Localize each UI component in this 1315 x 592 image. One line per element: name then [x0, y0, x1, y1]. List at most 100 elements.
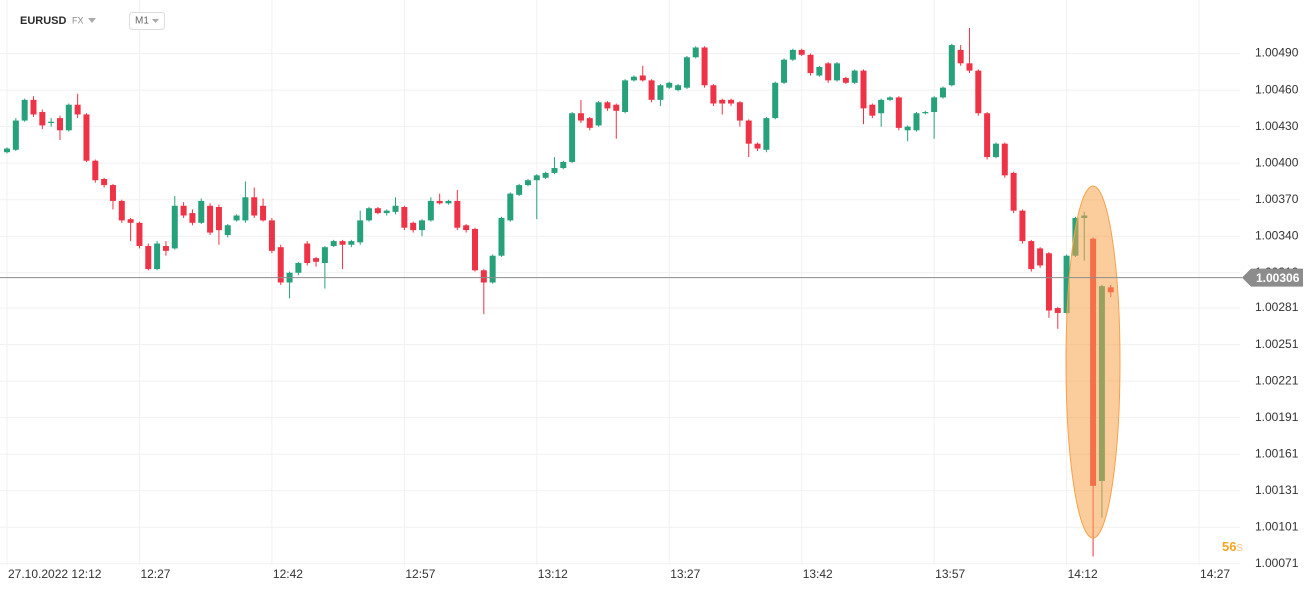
candle-body — [1001, 143, 1008, 176]
y-tick-label: 1.00071 — [1255, 556, 1299, 570]
candle-body — [613, 104, 620, 111]
x-tick-label: 13:42 — [803, 567, 833, 581]
candle-body — [313, 258, 320, 262]
candle-body — [251, 197, 258, 216]
candle-body — [807, 54, 814, 74]
candle-body — [74, 104, 81, 115]
candle-body — [860, 70, 867, 109]
x-tick-label: 12:42 — [273, 567, 303, 581]
candle-body — [745, 120, 752, 144]
candle-body — [683, 57, 690, 88]
candle-body — [180, 205, 187, 216]
candle-body — [383, 210, 390, 214]
x-tick-label: 13:27 — [670, 567, 700, 581]
timeframe-box[interactable] — [129, 12, 165, 30]
symbol[interactable]: EURUSD — [20, 15, 67, 27]
y-tick-label: 1.00281 — [1255, 300, 1299, 314]
candle-body — [984, 113, 991, 158]
candle-body — [1045, 253, 1052, 311]
y-tick-label: 1.00400 — [1255, 155, 1299, 169]
candle-body — [577, 113, 584, 121]
candle-body — [410, 222, 417, 231]
candle-body — [586, 118, 593, 128]
candle-body — [657, 85, 664, 100]
x-tick-label: 12:57 — [405, 567, 435, 581]
candle-body — [215, 207, 222, 231]
candle-body — [56, 118, 63, 131]
grid: 1.00490 1.00460 1.00430 1.00400 1.00370 1.003… — [0, 0, 1299, 581]
countdown-value: 56 — [1222, 539, 1236, 554]
candle-body — [30, 99, 37, 115]
overlay: 1.00306 — [0, 185, 1303, 539]
candle-body — [1054, 308, 1061, 313]
candle-body — [692, 47, 699, 58]
candle-body — [869, 104, 876, 116]
candle-body — [480, 270, 487, 283]
candle-body — [825, 63, 832, 81]
candle-body — [781, 59, 788, 83]
candles — [4, 28, 1114, 557]
candle-body — [666, 82, 673, 88]
candle-body — [878, 99, 885, 114]
candle-body — [392, 205, 399, 212]
y-tick-label: 1.00131 — [1255, 483, 1299, 497]
candle-body — [4, 148, 10, 153]
y-tick-label: 1.00221 — [1255, 373, 1299, 387]
candle-body — [922, 112, 929, 114]
candle-body — [1028, 241, 1035, 270]
candle-body — [604, 102, 611, 109]
x-tick-label: 13:57 — [935, 567, 965, 581]
candle-body — [851, 70, 858, 83]
candle-body — [489, 255, 496, 283]
y-tick-label: 1.00430 — [1255, 119, 1299, 133]
candle-body — [533, 175, 540, 181]
timeframe-arrow[interactable] — [152, 19, 159, 23]
candle-body — [118, 200, 125, 221]
timeframe[interactable]: M1 — [135, 16, 149, 27]
candle-body — [321, 247, 328, 264]
candle-body — [957, 49, 964, 64]
candle-body — [1019, 210, 1026, 242]
y-tick-label: 1.00460 — [1255, 82, 1299, 96]
candle-body — [719, 99, 726, 104]
candle-body — [834, 63, 841, 81]
candle-body — [639, 75, 646, 81]
candle-body — [224, 225, 231, 236]
candle-body — [763, 118, 770, 150]
candle-body — [1037, 248, 1044, 266]
candle-body — [931, 97, 938, 113]
dropdown-arrow[interactable] — [88, 18, 96, 23]
candle-body — [516, 185, 523, 195]
candle-body — [162, 245, 169, 251]
candle-body — [842, 77, 849, 83]
y-tick-label: 1.00161 — [1255, 446, 1299, 460]
candle-body — [454, 200, 461, 228]
candle-body — [295, 263, 302, 273]
candle-body — [445, 200, 452, 204]
candle-body — [736, 102, 743, 121]
x-tick-label: 12:27 — [140, 567, 170, 581]
x-tick-label: 14:27 — [1200, 567, 1230, 581]
candle-body — [260, 205, 267, 221]
candle-body — [507, 193, 514, 221]
candle-body — [207, 205, 214, 233]
candle-body — [904, 126, 911, 131]
candle-body — [630, 76, 637, 81]
candle-body — [39, 112, 46, 126]
candle-body — [887, 97, 893, 100]
candle-body — [419, 220, 426, 231]
last-price-tag — [1242, 268, 1303, 287]
candle-body — [145, 245, 152, 270]
candle-body — [48, 121, 55, 123]
candle-body — [65, 104, 72, 131]
candle-body — [798, 49, 805, 55]
candle-body — [242, 197, 249, 221]
x-tick-label: 27.10.2022 12:12 — [8, 567, 102, 581]
candle-body — [92, 160, 99, 181]
candle-body — [83, 114, 90, 161]
candle-body — [710, 85, 717, 104]
candle-body — [471, 228, 478, 271]
candle-body — [136, 222, 143, 246]
market[interactable]: FX — [72, 15, 84, 25]
candle-body — [895, 97, 902, 128]
